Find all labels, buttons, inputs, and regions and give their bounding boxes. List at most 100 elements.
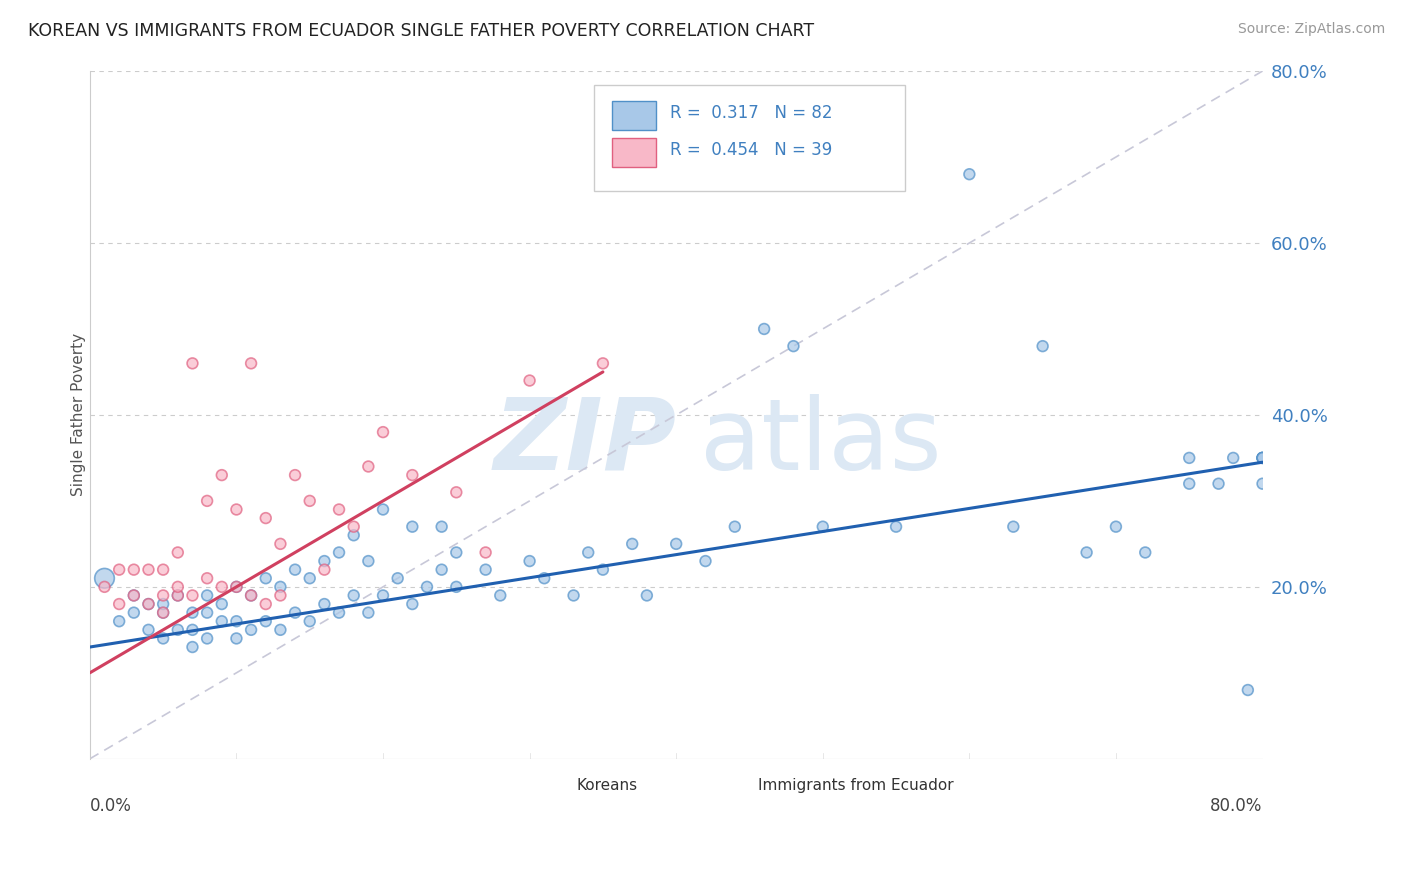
Text: ZIP: ZIP (494, 394, 676, 491)
Text: Koreans: Koreans (576, 778, 638, 793)
Point (328, 545, 350, 559)
Point (446, 580, 468, 594)
Point (1105, 519, 1128, 533)
Point (1076, 545, 1098, 559)
Point (1251, 450, 1274, 465)
Text: Immigrants from Ecuador: Immigrants from Ecuador (758, 778, 953, 793)
Point (93, 571, 115, 585)
Point (1178, 450, 1201, 465)
FancyBboxPatch shape (595, 85, 905, 192)
Point (166, 589, 188, 603)
Text: Source: ZipAtlas.com: Source: ZipAtlas.com (1237, 22, 1385, 37)
Point (181, 589, 204, 603)
Point (636, 589, 658, 603)
Point (93, 580, 115, 594)
Point (122, 589, 145, 603)
Text: KOREAN VS IMMIGRANTS FROM ECUADOR SINGLE FATHER POVERTY CORRELATION CHART: KOREAN VS IMMIGRANTS FROM ECUADOR SINGLE… (28, 22, 814, 40)
Point (474, 563, 496, 577)
Point (195, 494, 218, 508)
Point (1237, 683, 1260, 698)
Point (138, 563, 160, 577)
Point (592, 356, 614, 370)
Point (401, 468, 423, 483)
Point (122, 589, 145, 603)
Point (284, 563, 307, 577)
Point (401, 519, 423, 533)
Point (592, 563, 614, 577)
Point (357, 606, 380, 620)
Point (181, 606, 204, 620)
Point (401, 597, 423, 611)
Point (269, 537, 291, 551)
Point (225, 614, 247, 628)
Point (665, 537, 688, 551)
Point (343, 519, 366, 533)
Text: atlas: atlas (700, 394, 941, 491)
Point (152, 606, 174, 620)
Point (284, 606, 307, 620)
Point (343, 528, 366, 542)
Point (108, 597, 131, 611)
Point (371, 425, 394, 439)
Point (254, 597, 277, 611)
Bar (717, 772, 752, 798)
Point (371, 589, 394, 603)
Point (240, 356, 263, 370)
Point (1222, 450, 1244, 465)
Point (138, 623, 160, 637)
Point (416, 580, 439, 594)
Point (357, 554, 380, 568)
Point (284, 468, 307, 483)
Point (254, 571, 277, 585)
Y-axis label: Single Father Poverty: Single Father Poverty (72, 334, 86, 497)
Point (269, 623, 291, 637)
Point (240, 623, 263, 637)
Point (576, 545, 599, 559)
Point (181, 356, 204, 370)
Point (1251, 450, 1274, 465)
Bar (612, 101, 657, 129)
Text: R =  0.454   N = 39: R = 0.454 N = 39 (671, 141, 832, 159)
Text: 80.0%: 80.0% (1211, 797, 1263, 814)
Point (343, 589, 366, 603)
Text: 0.0%: 0.0% (90, 797, 132, 814)
Point (752, 322, 775, 336)
Text: R =  0.317   N = 82: R = 0.317 N = 82 (671, 104, 832, 122)
Point (430, 519, 453, 533)
Point (298, 571, 321, 585)
Point (152, 606, 174, 620)
Point (166, 545, 188, 559)
Point (138, 597, 160, 611)
Point (1251, 450, 1274, 465)
Point (1032, 339, 1054, 353)
Point (430, 563, 453, 577)
Point (1251, 450, 1274, 465)
Point (269, 580, 291, 594)
Point (225, 502, 247, 516)
Point (211, 597, 233, 611)
Point (108, 614, 131, 628)
Point (446, 545, 468, 559)
Point (181, 640, 204, 654)
Point (695, 554, 717, 568)
Point (225, 580, 247, 594)
Point (328, 502, 350, 516)
Point (195, 571, 218, 585)
Point (328, 606, 350, 620)
Point (152, 597, 174, 611)
Point (181, 623, 204, 637)
Point (225, 580, 247, 594)
Point (211, 468, 233, 483)
Point (519, 374, 541, 388)
Point (152, 589, 174, 603)
Point (446, 485, 468, 500)
Bar (612, 138, 657, 168)
Point (533, 571, 555, 585)
Point (1251, 476, 1274, 491)
Point (166, 623, 188, 637)
Point (195, 589, 218, 603)
Point (240, 589, 263, 603)
Point (298, 494, 321, 508)
Point (782, 339, 804, 353)
Point (269, 589, 291, 603)
